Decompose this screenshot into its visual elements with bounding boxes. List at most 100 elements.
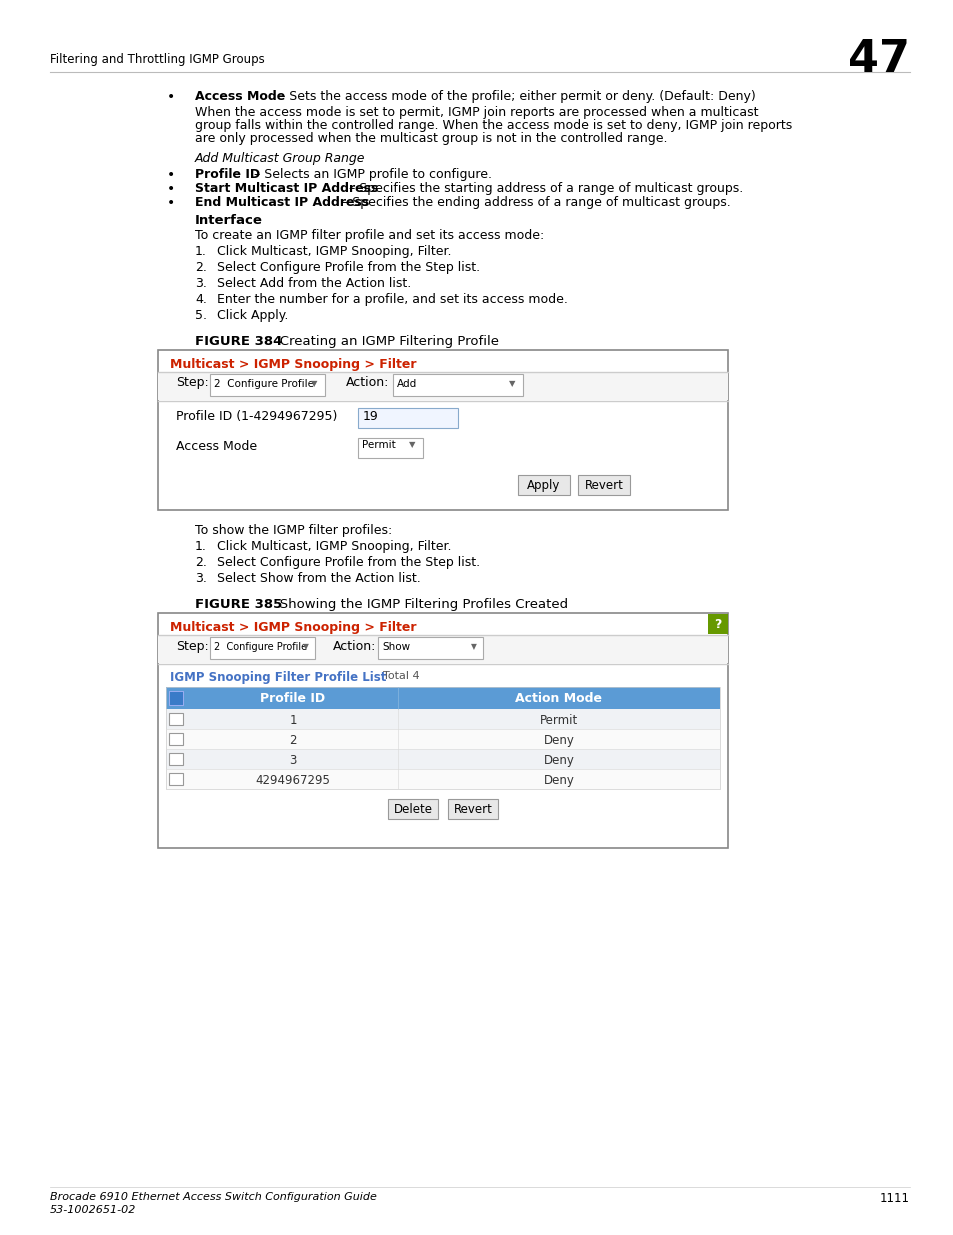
Text: – Specifies the ending address of a range of multicast groups.: – Specifies the ending address of a rang…: [337, 196, 730, 209]
Text: Multicast > IGMP Snooping > Filter: Multicast > IGMP Snooping > Filter: [170, 358, 416, 370]
Text: ▼: ▼: [311, 379, 317, 388]
Bar: [210, 374, 325, 396]
Text: ▼: ▼: [509, 379, 515, 388]
Text: 5.: 5.: [194, 309, 207, 322]
Text: Click Multicast, IGMP Snooping, Filter.: Click Multicast, IGMP Snooping, Filter.: [216, 245, 451, 258]
Text: Creating an IGMP Filtering Profile: Creating an IGMP Filtering Profile: [267, 335, 498, 348]
Bar: [158, 372, 727, 400]
Bar: [357, 408, 457, 429]
Text: Select Configure Profile from the Step list.: Select Configure Profile from the Step l…: [216, 556, 479, 569]
Text: To show the IGMP filter profiles:: To show the IGMP filter profiles:: [194, 524, 392, 537]
Text: Profile ID: Profile ID: [260, 692, 325, 705]
Bar: [393, 374, 522, 396]
Text: •: •: [167, 168, 175, 182]
Bar: [210, 637, 314, 659]
Text: 3.: 3.: [194, 277, 207, 290]
Text: Profile ID: Profile ID: [194, 168, 260, 182]
Text: Total 4: Total 4: [375, 671, 419, 680]
Bar: [169, 773, 183, 785]
Bar: [166, 748, 720, 769]
Bar: [517, 475, 569, 495]
Text: Revert: Revert: [584, 479, 622, 492]
Bar: [166, 687, 720, 789]
Text: Action:: Action:: [346, 375, 389, 389]
Text: FIGURE 384: FIGURE 384: [194, 335, 282, 348]
Text: 1.: 1.: [194, 540, 207, 553]
Text: ▼: ▼: [471, 642, 476, 651]
Text: To create an IGMP filter profile and set its access mode:: To create an IGMP filter profile and set…: [194, 228, 543, 242]
Bar: [169, 753, 183, 764]
Text: Access Mode: Access Mode: [194, 90, 285, 103]
Text: – Sets the access mode of the profile; either permit or deny. (Default: Deny): – Sets the access mode of the profile; e…: [274, 90, 755, 103]
Text: Add Multicast Group Range: Add Multicast Group Range: [194, 152, 365, 165]
Text: Action:: Action:: [333, 640, 376, 653]
Bar: [166, 769, 720, 789]
Text: 3: 3: [289, 755, 296, 767]
Text: 1.: 1.: [194, 245, 207, 258]
Text: FIGURE 385: FIGURE 385: [194, 598, 282, 611]
Text: Enter the number for a profile, and set its access mode.: Enter the number for a profile, and set …: [216, 293, 567, 306]
Text: 1111: 1111: [879, 1192, 909, 1205]
Bar: [169, 734, 183, 745]
Text: are only processed when the multicast group is not in the controlled range.: are only processed when the multicast gr…: [194, 132, 667, 144]
Text: Show: Show: [381, 642, 410, 652]
Text: Brocade 6910 Ethernet Access Switch Configuration Guide: Brocade 6910 Ethernet Access Switch Conf…: [50, 1192, 376, 1202]
Text: Showing the IGMP Filtering Profiles Created: Showing the IGMP Filtering Profiles Crea…: [267, 598, 568, 611]
Text: – Selects an IGMP profile to configure.: – Selects an IGMP profile to configure.: [250, 168, 492, 182]
Text: Select Add from the Action list.: Select Add from the Action list.: [216, 277, 411, 290]
Text: 2  Configure Profile: 2 Configure Profile: [213, 379, 314, 389]
Text: 2: 2: [289, 734, 296, 747]
Bar: [707, 614, 727, 634]
Text: Delete: Delete: [393, 803, 432, 816]
Bar: [448, 799, 497, 819]
Text: IGMP Snooping Filter Profile List: IGMP Snooping Filter Profile List: [170, 671, 386, 684]
Text: Add: Add: [396, 379, 416, 389]
Text: Start Multicast IP Address: Start Multicast IP Address: [194, 182, 378, 195]
Text: •: •: [167, 182, 175, 196]
Text: Select Show from the Action list.: Select Show from the Action list.: [216, 572, 420, 585]
Text: ▼: ▼: [303, 642, 309, 651]
Text: Click Multicast, IGMP Snooping, Filter.: Click Multicast, IGMP Snooping, Filter.: [216, 540, 451, 553]
Text: Filtering and Throttling IGMP Groups: Filtering and Throttling IGMP Groups: [50, 53, 265, 65]
Text: When the access mode is set to permit, IGMP join reports are processed when a mu: When the access mode is set to permit, I…: [194, 106, 758, 119]
Text: 3.: 3.: [194, 572, 207, 585]
Text: Profile ID (1-4294967295): Profile ID (1-4294967295): [175, 410, 337, 424]
Bar: [166, 729, 720, 748]
Text: Step:: Step:: [175, 640, 209, 653]
Text: Apply: Apply: [527, 479, 560, 492]
Bar: [166, 709, 720, 729]
Bar: [578, 475, 629, 495]
Text: ?: ?: [714, 618, 720, 631]
Bar: [169, 692, 183, 705]
Text: Multicast > IGMP Snooping > Filter: Multicast > IGMP Snooping > Filter: [170, 621, 416, 634]
Bar: [377, 637, 482, 659]
Text: Interface: Interface: [194, 214, 263, 227]
Bar: [158, 613, 727, 848]
Text: 53-1002651-02: 53-1002651-02: [50, 1205, 136, 1215]
Text: ▼: ▼: [409, 440, 416, 450]
Text: Click Apply.: Click Apply.: [216, 309, 288, 322]
Text: group falls within the controlled range. When the access mode is set to deny, IG: group falls within the controlled range.…: [194, 119, 791, 132]
Text: – Specifies the starting address of a range of multicast groups.: – Specifies the starting address of a ra…: [345, 182, 742, 195]
Text: Permit: Permit: [539, 714, 578, 727]
Text: Select Configure Profile from the Step list.: Select Configure Profile from the Step l…: [216, 261, 479, 274]
Text: Step:: Step:: [175, 375, 209, 389]
Bar: [357, 438, 422, 458]
Bar: [158, 635, 727, 663]
Bar: [388, 799, 437, 819]
Text: 47: 47: [847, 38, 909, 82]
Text: 2.: 2.: [194, 261, 207, 274]
Bar: [169, 713, 183, 725]
Text: Action Mode: Action Mode: [515, 692, 602, 705]
Text: •: •: [167, 90, 175, 104]
Text: 4294967295: 4294967295: [255, 774, 330, 787]
Text: Permit: Permit: [361, 440, 395, 450]
Text: 2.: 2.: [194, 556, 207, 569]
Text: 19: 19: [363, 410, 378, 424]
Bar: [166, 687, 720, 709]
Text: 2  Configure Profile: 2 Configure Profile: [213, 642, 307, 652]
Text: Access Mode: Access Mode: [175, 440, 257, 453]
Text: 4.: 4.: [194, 293, 207, 306]
Text: End Multicast IP Address: End Multicast IP Address: [194, 196, 369, 209]
Text: Deny: Deny: [543, 774, 574, 787]
